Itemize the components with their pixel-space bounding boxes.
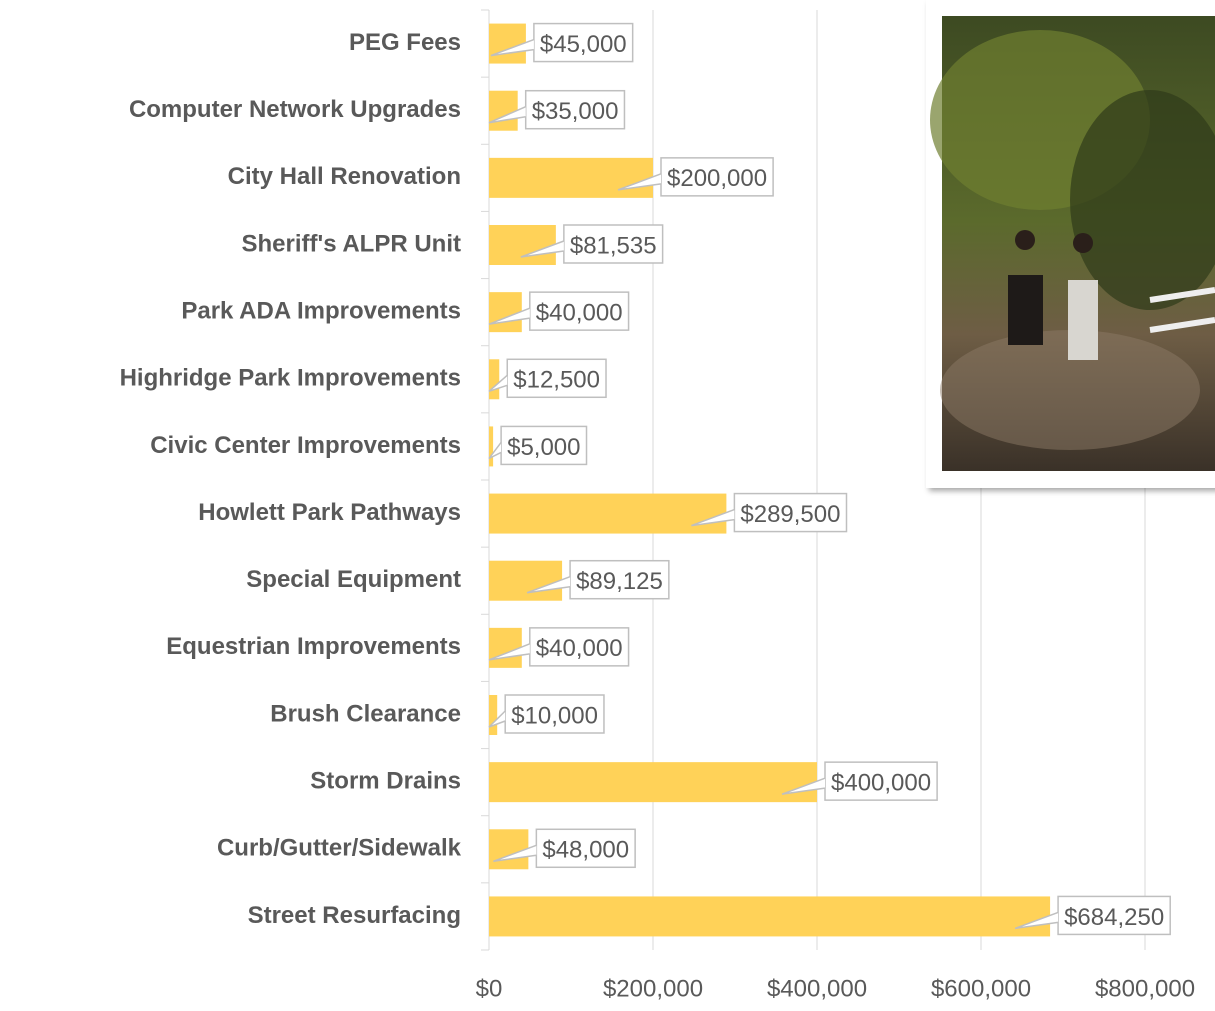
value-label: $400,000 bbox=[781, 761, 938, 801]
value-label: $35,000 bbox=[488, 89, 626, 130]
photo bbox=[926, 0, 1215, 488]
y-tick-label: Computer Network Upgrades bbox=[129, 96, 461, 123]
y-tick-label: Brush Clearance bbox=[270, 700, 461, 727]
value-label-box bbox=[824, 761, 938, 801]
value-label-text: $81,535 bbox=[570, 232, 657, 259]
bar bbox=[489, 90, 518, 131]
x-tick-label: $200,000 bbox=[603, 975, 703, 1002]
bar bbox=[489, 896, 1051, 937]
value-label-box bbox=[1057, 895, 1171, 936]
value-label-text: $40,000 bbox=[536, 299, 623, 326]
value-label-pointer bbox=[1014, 911, 1059, 930]
y-tick-label: Park ADA Improvements bbox=[181, 297, 461, 324]
value-label-text: $5,000 bbox=[507, 434, 580, 461]
y-tick-label: Howlett Park Pathways bbox=[198, 499, 461, 526]
value-label: $289,500 bbox=[691, 492, 848, 533]
y-tick-label: Equestrian Improvements bbox=[166, 633, 461, 660]
bar bbox=[489, 23, 526, 64]
x-tick-label: $800,000 bbox=[1095, 975, 1195, 1002]
value-label-box bbox=[500, 425, 588, 466]
x-tick-label: $0 bbox=[476, 975, 503, 1002]
value-label: $48,000 bbox=[493, 828, 636, 869]
value-label-pointer bbox=[493, 844, 537, 863]
bar bbox=[489, 426, 494, 467]
value-label: $40,000 bbox=[488, 291, 630, 331]
y-tick-label: Civic Center Improvements bbox=[150, 432, 461, 459]
bar bbox=[489, 292, 522, 333]
value-label-box bbox=[529, 291, 630, 331]
value-label-pointer bbox=[526, 576, 571, 594]
x-tick-label: $400,000 bbox=[767, 975, 867, 1002]
y-tick-label: Storm Drains bbox=[310, 767, 461, 794]
value-label-box bbox=[733, 492, 848, 533]
value-label-pointer bbox=[488, 441, 502, 460]
value-label-pointer bbox=[490, 38, 535, 57]
bar bbox=[489, 829, 529, 870]
value-label-box bbox=[563, 224, 664, 264]
value-label: $45,000 bbox=[490, 22, 634, 63]
value-label-text: $35,000 bbox=[532, 98, 619, 125]
y-tick-label: PEG Fees bbox=[349, 29, 461, 56]
bar bbox=[489, 762, 817, 803]
value-label: $81,535 bbox=[520, 224, 664, 264]
bar bbox=[489, 560, 563, 601]
value-label: $5,000 bbox=[488, 425, 588, 466]
value-label-pointer bbox=[520, 240, 565, 258]
value-label-pointer bbox=[488, 106, 526, 124]
x-tick-label: $600,000 bbox=[931, 975, 1031, 1002]
y-tick-label: Special Equipment bbox=[246, 566, 461, 593]
value-label-pointer bbox=[488, 643, 531, 661]
value-label-box bbox=[569, 559, 670, 600]
value-label-pointer bbox=[488, 710, 506, 728]
value-label: $684,250 bbox=[1014, 895, 1171, 936]
value-label-text: $89,125 bbox=[576, 568, 663, 595]
value-label: $10,000 bbox=[488, 694, 605, 734]
bar bbox=[489, 695, 498, 735]
y-tick-label: City Hall Renovation bbox=[228, 163, 461, 190]
y-tick-label: Street Resurfacing bbox=[248, 902, 461, 929]
value-label-box bbox=[529, 627, 630, 667]
bar bbox=[489, 359, 500, 400]
y-tick-label: Highridge Park Improvements bbox=[120, 365, 461, 392]
bar bbox=[489, 627, 522, 668]
value-label-box bbox=[504, 694, 605, 734]
value-label: $89,125 bbox=[526, 559, 670, 600]
value-label-pointer bbox=[781, 777, 826, 795]
y-tick-label: Curb/Gutter/Sidewalk bbox=[217, 835, 462, 862]
value-label-text: $400,000 bbox=[831, 769, 931, 796]
bar bbox=[489, 225, 556, 265]
value-label-text: $12,500 bbox=[513, 367, 600, 394]
bar bbox=[489, 157, 653, 198]
y-tick-label: Sheriff's ALPR Unit bbox=[242, 230, 462, 257]
value-label-box bbox=[524, 89, 626, 130]
value-label-text: $10,000 bbox=[511, 702, 598, 729]
value-label-text: $289,500 bbox=[740, 501, 840, 528]
value-label-pointer bbox=[691, 508, 735, 527]
value-label-pointer bbox=[488, 374, 508, 392]
bar bbox=[489, 493, 727, 534]
value-label: $200,000 bbox=[617, 157, 774, 197]
value-label-text: $48,000 bbox=[542, 837, 629, 864]
value-label-text: $200,000 bbox=[667, 165, 767, 192]
value-label: $12,500 bbox=[488, 358, 607, 399]
value-label-pointer bbox=[617, 173, 662, 191]
value-label-text: $45,000 bbox=[540, 31, 627, 58]
value-label: $40,000 bbox=[488, 627, 630, 667]
value-label-text: $684,250 bbox=[1064, 904, 1164, 931]
value-label-text: $40,000 bbox=[536, 635, 623, 662]
value-label-pointer bbox=[488, 307, 531, 325]
